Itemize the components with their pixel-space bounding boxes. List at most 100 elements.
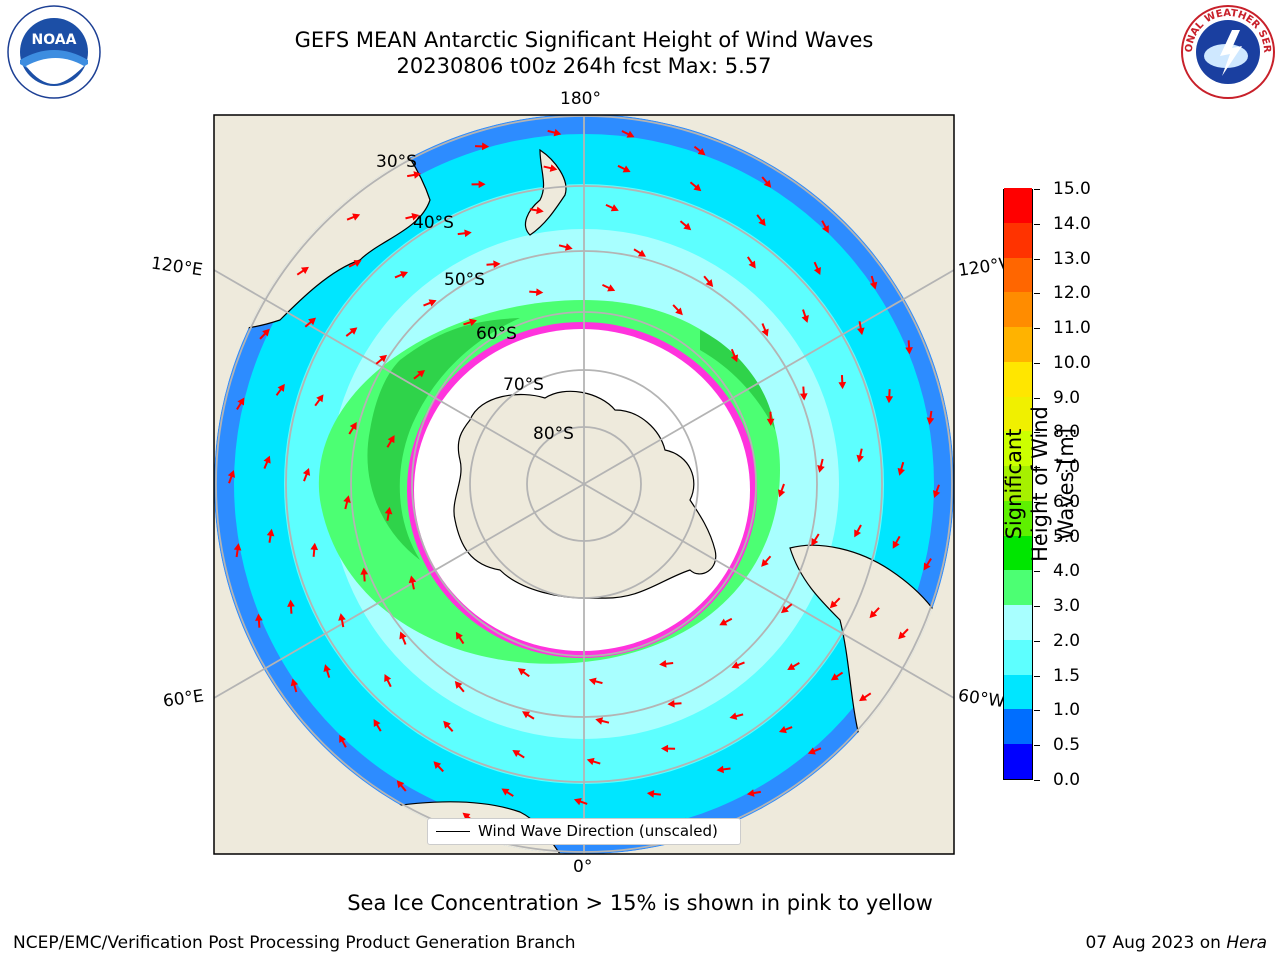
- wave-direction-arrowhead: [290, 678, 299, 687]
- colorbar: [1003, 187, 1033, 780]
- wave-direction-arrowhead: [731, 661, 740, 669]
- wave-direction-arrowhead: [766, 418, 775, 426]
- colorbar-tick-label: 6.0: [1053, 491, 1081, 512]
- lon-label-top: 180°: [560, 89, 601, 109]
- wind-wave-arrows: [227, 128, 941, 840]
- wave-direction-arrowhead: [428, 299, 437, 307]
- wave-direction-arrowhead: [748, 260, 756, 269]
- wave-direction-arrowhead: [573, 798, 582, 806]
- wave-direction-arrowhead: [607, 284, 616, 292]
- wave-direction-arrowhead: [536, 206, 544, 215]
- wave-direction-arrowhead: [408, 575, 417, 584]
- noaa-logo: NOAA: [7, 5, 101, 99]
- wave-direction-arrowhead: [478, 180, 486, 189]
- wave-direction-arrowhead: [454, 680, 463, 689]
- colorbar-tick-label: 13.0: [1053, 248, 1091, 269]
- wave-direction-arrowhead: [481, 142, 490, 151]
- wave-direction-arrowhead: [588, 677, 597, 686]
- wave-direction-arrowhead: [892, 540, 900, 549]
- wave-direction-arrowhead: [660, 744, 669, 753]
- wave-direction-arrowhead: [610, 204, 619, 212]
- colorbar-tick: [1034, 745, 1040, 747]
- wave-direction-arrowhead: [455, 631, 463, 640]
- colorbar-segment: [1004, 430, 1032, 467]
- wave-direction-arrowhead: [522, 711, 531, 719]
- colorbar-segment: [1004, 569, 1032, 606]
- wave-direction-arrowhead: [586, 757, 595, 766]
- nws-logo: NATIONAL WEATHER SERVICE: [1180, 4, 1275, 99]
- wave-direction-arrowhead: [396, 780, 405, 789]
- colorbar-tick: [1034, 397, 1040, 399]
- colorbar-tick: [1034, 258, 1040, 260]
- wave-direction-arrowhead: [622, 165, 631, 173]
- colorbar-segment: [1004, 500, 1032, 536]
- wave-direction-arrowhead: [349, 327, 358, 335]
- date-text: 07 Aug 2023 on: [1085, 933, 1227, 953]
- wave-direction-arrowhead: [564, 243, 573, 251]
- wave-direction-arrowhead: [780, 605, 789, 614]
- colorbar-segment: [1004, 465, 1032, 501]
- wave-direction-arrowhead: [659, 660, 667, 668]
- colorbar-tick: [1034, 189, 1040, 190]
- wave-direction-arrowhead: [778, 725, 787, 734]
- colorbar-tick: [1034, 571, 1040, 573]
- colorbar-segment: [1004, 604, 1032, 640]
- wave-direction-arrowhead: [856, 454, 864, 463]
- wave-direction-arrowhead: [379, 354, 388, 363]
- colorbar-tick: [1034, 710, 1040, 712]
- colorbar-tick: [1034, 675, 1040, 677]
- wave-direction-arrowhead: [469, 318, 477, 327]
- wave-direction-arrowhead: [905, 347, 913, 355]
- wave-direction-arrowhead: [932, 490, 941, 499]
- wave-direction-arrowhead: [349, 422, 357, 431]
- colorbar-segment: [1004, 674, 1032, 710]
- colorbar-tick-label: 9.0: [1053, 387, 1081, 408]
- wave-direction-arrowhead: [549, 164, 558, 172]
- wave-direction-arrowhead: [854, 529, 862, 538]
- wave-direction-arrowhead: [413, 171, 422, 179]
- wave-direction-arrowhead: [763, 179, 772, 188]
- wave-direction-arrowhead: [758, 218, 766, 227]
- wave-direction-arrowhead: [857, 327, 865, 336]
- wave-direction-arrowhead: [255, 613, 263, 621]
- wave-direction-arrowhead: [277, 383, 285, 392]
- legend-line-icon: [436, 831, 470, 832]
- chart-subtitle: 20230806 t00z 264h fcst Max: 5.57: [396, 54, 772, 78]
- colorbar-tick-label: 0.0: [1053, 770, 1081, 790]
- colorbar-tick-label: 8.0: [1053, 422, 1081, 443]
- colorbar-tick: [1034, 328, 1040, 330]
- wave-direction-arrowhead: [237, 397, 245, 406]
- wave-direction-arrowhead: [885, 396, 894, 404]
- wave-direction-arrowhead: [897, 467, 905, 476]
- wave-direction-arrowhead: [553, 128, 562, 137]
- colorbar-tick-label: 15.0: [1053, 179, 1091, 199]
- colorbar-tick: [1034, 362, 1040, 364]
- wave-direction-arrowhead: [799, 393, 808, 401]
- wave-direction-arrowhead: [637, 249, 646, 257]
- colorbar-title: Significant Height of Wind Waves [m]: [1002, 406, 1078, 562]
- wave-direction-arrowhead: [517, 668, 526, 676]
- lat-label-70s: 70°S: [503, 375, 544, 395]
- colorbar-segment: [1004, 743, 1032, 779]
- wave-direction-arrowhead: [323, 664, 331, 673]
- wave-direction-arrowhead: [373, 719, 381, 728]
- colorbar-tick: [1034, 606, 1040, 608]
- wave-direction-arrowhead: [417, 370, 426, 378]
- colorbar-segment: [1004, 291, 1032, 328]
- wave-direction-arrowhead: [464, 229, 472, 238]
- chart-title: GEFS MEAN Antarctic Significant Height o…: [294, 28, 874, 52]
- wave-direction-arrowhead: [859, 694, 868, 702]
- wave-direction-arrowhead: [595, 717, 604, 725]
- wave-direction-arrowhead: [683, 222, 692, 231]
- wave-direction-arrowhead: [746, 789, 755, 797]
- credit-line: NCEP/EMC/Verification Post Processing Pr…: [13, 933, 576, 953]
- colorbar-segment: [1004, 639, 1032, 675]
- wave-direction-arrowhead: [801, 314, 809, 323]
- wave-direction-arrowhead: [266, 528, 275, 537]
- lat-label-80s: 80°S: [533, 424, 574, 444]
- colorbar-segment: [1004, 187, 1032, 223]
- lat-label-30s: 30°S: [376, 152, 417, 172]
- wave-direction-arrowhead: [817, 464, 825, 473]
- lon-label-bottom: 0°: [573, 857, 593, 877]
